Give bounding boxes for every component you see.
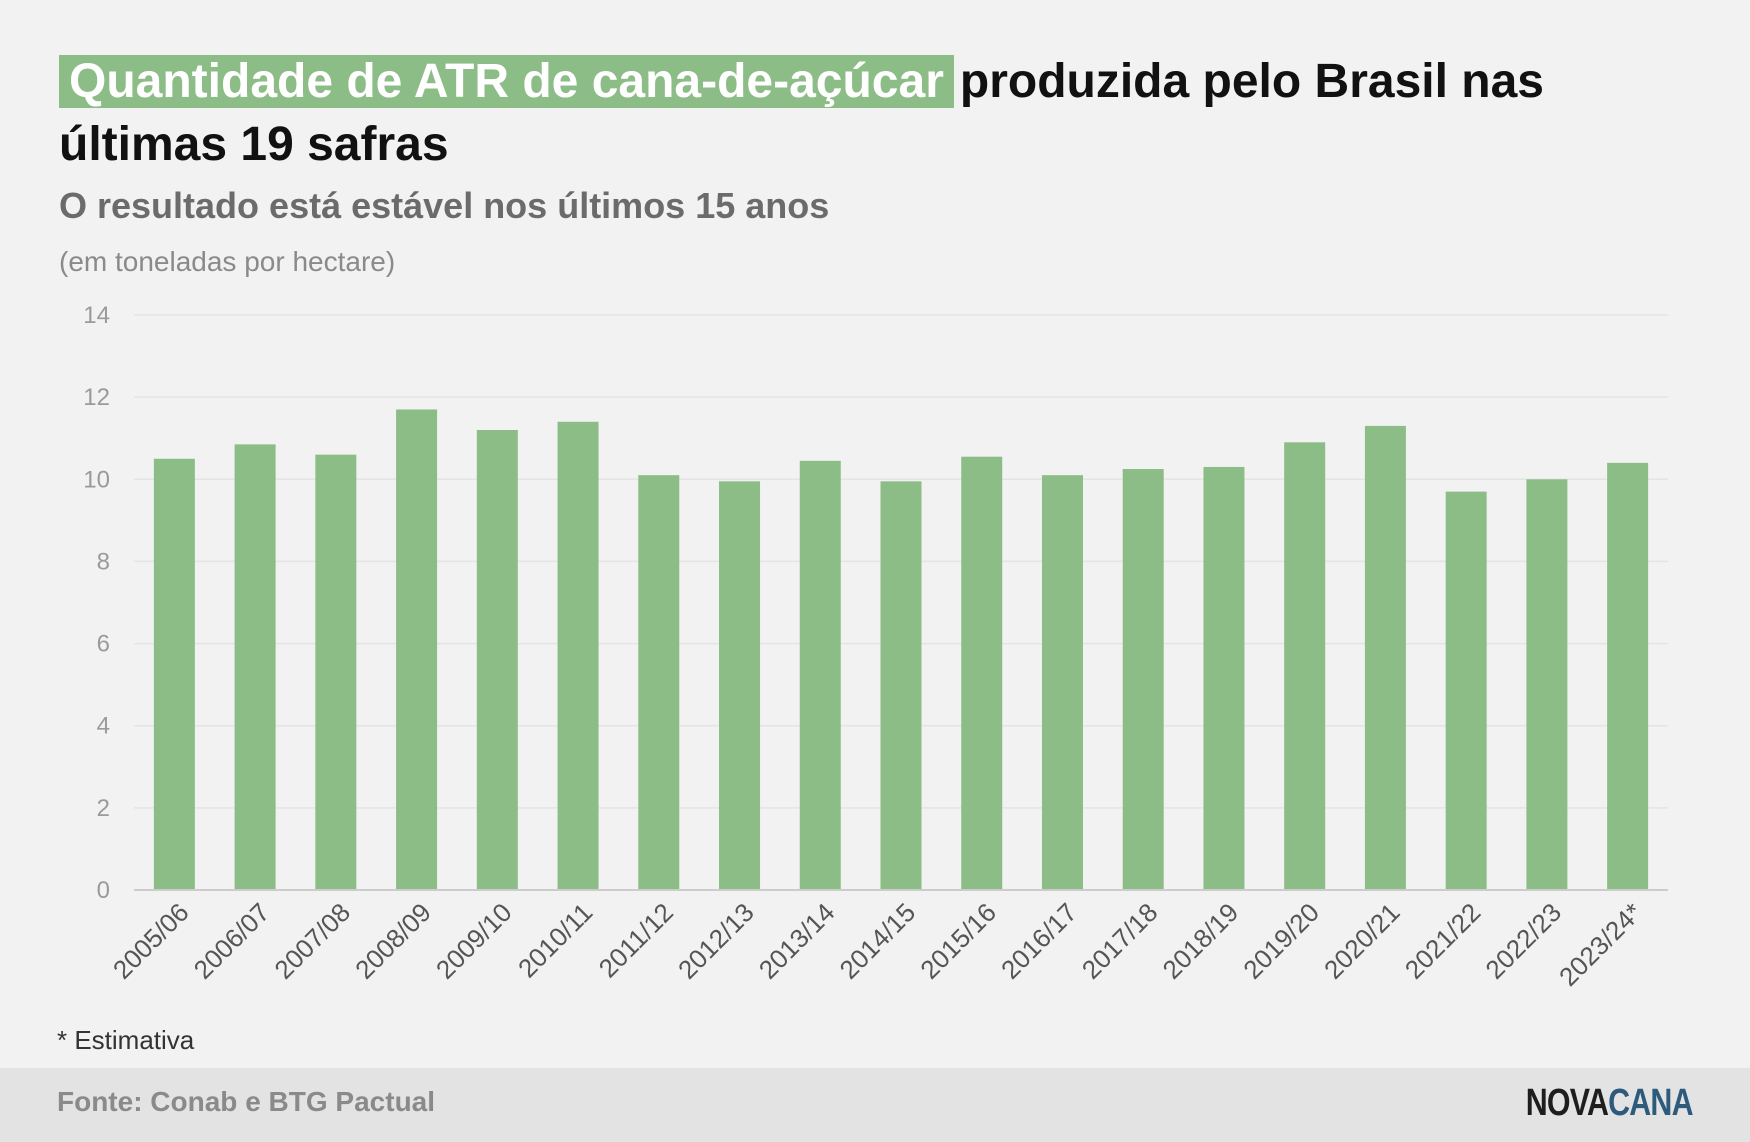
y-tick-label: 0 [97,877,110,904]
x-tick-label: 2013/14 [753,897,841,985]
bar-chart: 0 2 4 6 8 10 12 14 2005/062006/072007/082008/09… [83,302,1668,992]
x-tick-label: 2017/18 [1076,897,1164,985]
estimate-note: * Estimativa [57,1025,195,1055]
x-tick-label: 2018/19 [1157,897,1245,985]
x-tick-label: 2015/16 [914,897,1002,985]
x-tick-label: 2008/09 [349,897,437,985]
x-tick-label: 2020/21 [1318,897,1406,985]
chart-title: Quantidade de ATR de cana-de-açúcar produ… [59,50,1659,176]
bar [638,475,680,890]
y-tick-label: 4 [97,713,110,740]
source-text: Fonte: Conab e BTG Pactual [57,1086,436,1117]
y-tick-label: 6 [97,631,110,658]
x-tick-label: 2019/20 [1237,897,1325,985]
bar [557,421,599,890]
bar [1364,425,1406,890]
y-tick-label: 8 [97,548,110,575]
bar [396,409,438,890]
logo-part-nova: NOVA [1526,1082,1609,1124]
x-axis-labels: 2005/062006/072007/082008/092009/102010/… [107,897,1648,992]
y-tick-label: 12 [83,384,110,411]
x-tick-label: 2016/17 [995,897,1083,985]
title-highlight: Quantidade de ATR de cana-de-açúcar [59,55,954,108]
y-tick-label: 2 [97,795,110,822]
bars [153,409,1649,890]
bar [315,454,357,890]
bar [799,460,841,890]
bar [880,481,922,890]
x-tick-label: 2023/24* [1553,897,1648,992]
novacana-logo: NOVACANA [1526,1082,1694,1125]
logo-part-cana: CANA [1608,1082,1693,1124]
bar [1445,491,1487,890]
bar [719,481,761,890]
bar [1284,442,1326,890]
y-tick-label: 14 [83,302,110,329]
x-tick-label: 2021/22 [1399,897,1487,985]
x-tick-label: 2010/11 [512,897,598,983]
bar [234,444,276,890]
footer: Fonte: Conab e BTG Pactual NOVACANA [0,1068,1750,1142]
x-tick-label: 2011/12 [593,897,679,983]
bar [961,456,1003,890]
x-tick-label: 2007/08 [268,897,356,985]
y-axis-ticks: 0 2 4 6 8 10 12 14 [83,302,110,904]
chart-subtitle: O resultado está estável nos últimos 15 … [59,185,830,226]
x-tick-label: 2014/15 [834,897,922,985]
unit-label: (em toneladas por hectare) [59,246,396,277]
title-rest: produzida pelo Brasil nas últimas 19 saf… [59,55,1544,171]
x-tick-label: 2009/10 [430,897,518,985]
bar [476,430,518,890]
bar [1203,466,1245,890]
bar [1122,469,1164,890]
y-tick-label: 10 [83,466,110,493]
x-tick-label: 2012/13 [672,897,760,985]
x-tick-label: 2006/07 [188,897,276,985]
bar [1526,479,1568,890]
bar [1041,475,1083,890]
bar [153,458,195,890]
x-tick-label: 2005/06 [107,897,195,985]
bar [1607,462,1649,890]
